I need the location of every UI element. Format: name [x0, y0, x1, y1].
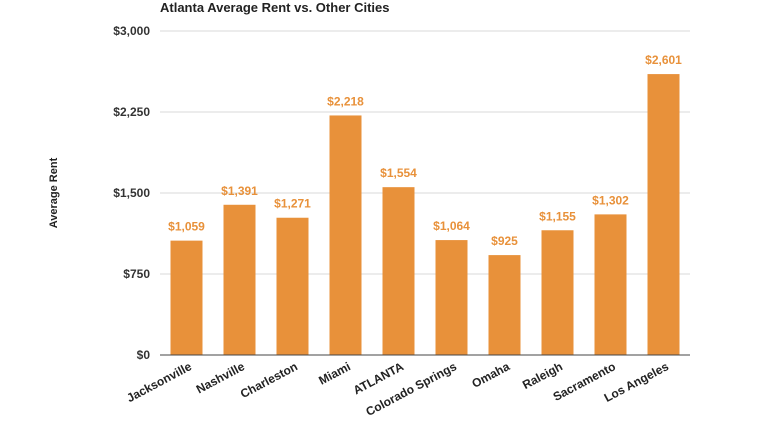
bar	[488, 255, 521, 355]
y-tick-label: $0	[137, 348, 151, 362]
data-label: $1,391	[221, 184, 258, 198]
data-labels: $1,059 $1,391 $1,271 $2,218 $1,554 $1,064 $925…	[168, 53, 682, 248]
y-axis-label: Average Rent	[48, 157, 60, 228]
bar	[382, 187, 415, 355]
data-label: $1,064	[433, 219, 470, 233]
y-tick-label: $3,000	[113, 24, 150, 38]
y-tick-label: $2,250	[113, 105, 150, 119]
x-tick-label: Omaha	[469, 359, 512, 391]
bars	[170, 74, 680, 356]
x-tick-label: Jacksonville	[124, 359, 194, 405]
y-tick-label: $750	[123, 267, 150, 281]
bar	[647, 74, 680, 355]
bar	[594, 214, 627, 355]
data-label: $1,155	[539, 209, 576, 223]
x-tick-label: Colorado Springs	[363, 359, 459, 419]
bar	[170, 240, 203, 355]
bar	[329, 115, 362, 356]
chart-title: Atlanta Average Rent vs. Other Cities	[160, 0, 390, 15]
data-label: $1,554	[380, 166, 417, 180]
data-label: $1,302	[592, 193, 629, 207]
data-label: $925	[491, 234, 518, 248]
bar	[276, 217, 309, 355]
y-tick-label: $1,500	[113, 186, 150, 200]
data-label: $1,271	[274, 197, 311, 211]
x-tick-label: Miami	[316, 359, 353, 387]
bar	[223, 204, 256, 355]
data-label: $2,601	[645, 53, 682, 67]
data-label: $2,218	[327, 94, 364, 108]
bar	[541, 230, 574, 355]
y-axis-ticks: $0 $750 $1,500 $2,250 $3,000	[113, 24, 150, 362]
bar	[435, 240, 468, 355]
x-tick-label: Charleston	[238, 359, 300, 401]
data-label: $1,059	[168, 220, 205, 234]
